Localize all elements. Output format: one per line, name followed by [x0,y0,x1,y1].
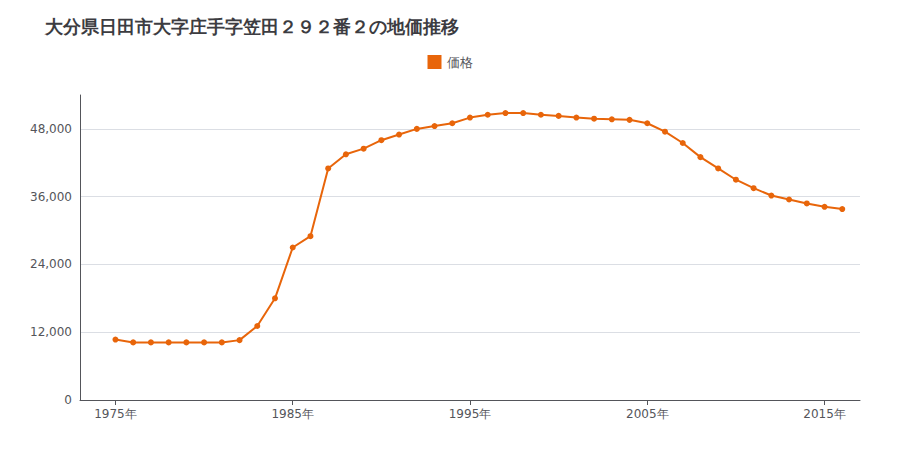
svg-text:12,000: 12,000 [30,325,72,339]
svg-text:24,000: 24,000 [30,257,72,271]
svg-text:0: 0 [64,393,72,407]
svg-text:価格: 価格 [447,55,473,70]
svg-text:2005年: 2005年 [626,407,669,421]
svg-text:48,000: 48,000 [30,122,72,136]
svg-text:大分県日田市大字庄手字笠田２９２番２の地価推移: 大分県日田市大字庄手字笠田２９２番２の地価推移 [44,16,459,37]
svg-text:1975年: 1975年 [94,407,137,421]
svg-text:1985年: 1985年 [271,407,314,421]
svg-text:2015年: 2015年 [803,407,846,421]
svg-text:1995年: 1995年 [449,407,492,421]
svg-text:36,000: 36,000 [30,190,72,204]
